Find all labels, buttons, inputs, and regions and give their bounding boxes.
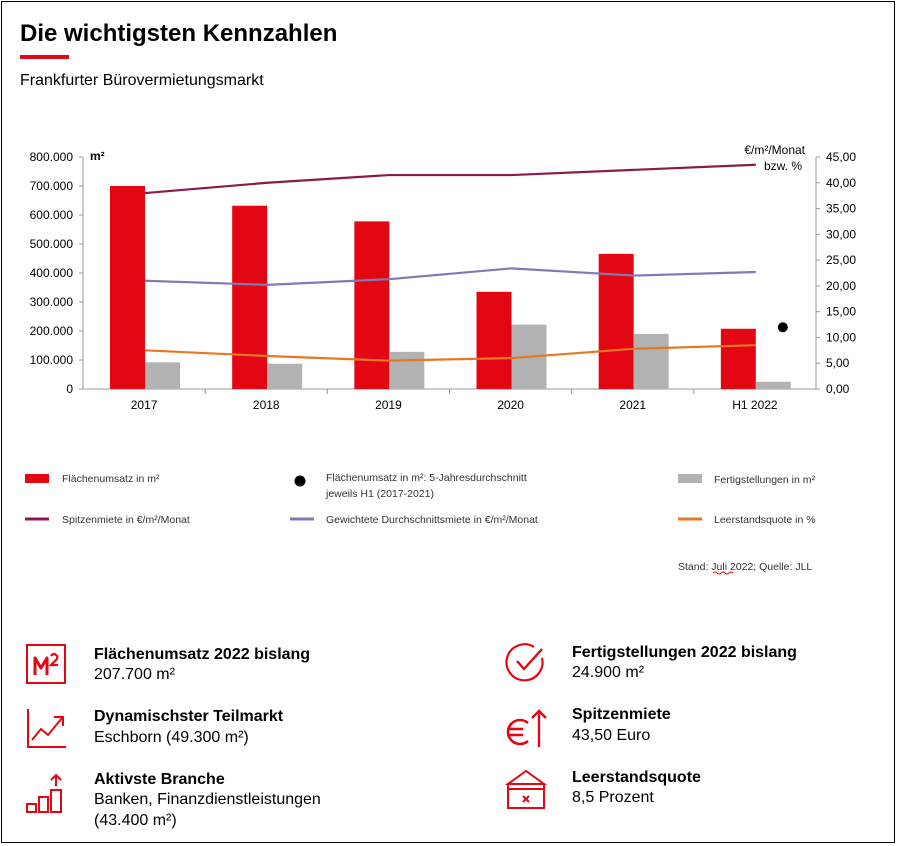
left-tick-label: 200.000 [30,324,74,338]
legend-label-avg-line2: jeweils H1 (2017-2021) [325,488,434,500]
legend-label-umsatz: Flächenumsatz in m² [62,473,160,485]
legend-label-fertig: Fertigstellungen in m² [714,474,815,486]
bar-flaechenumsatz [476,291,512,389]
chart-axes [79,156,820,394]
line-spitzenmiete [144,163,756,195]
line-durchschnittsmiete [144,267,756,286]
right-axis-unit-label-line2: bzw. % [764,159,802,173]
chart-lines [144,163,788,362]
bar-fertigstellungen [145,362,180,389]
legend-swatch-avg [294,475,306,487]
page-subtitle: Frankfurter Bürovermietungsmarkt [20,72,264,89]
right-tick-label: 0,00 [826,382,850,396]
legend-swatch-umsatz [25,474,49,483]
left-tick-label: 700.000 [30,179,74,193]
right-tick-label: 30,00 [826,227,856,241]
line-leerstandsquote [144,344,756,362]
bar-flaechenumsatz [720,328,756,389]
legend-label-avg-line1: Flächenumsatz in m²: 5-Jahresdurchschnit… [326,472,527,484]
bar-fertigstellungen [755,381,791,389]
m2-icon [26,644,66,684]
page-title: Die wichtigsten Kennzahlen [20,20,338,47]
bar-flaechenumsatz [598,253,634,389]
x-tick-label: 2020 [497,398,524,412]
kpi-value-branche-line2: (43.400 m²) [94,812,177,829]
x-tick-label: 2018 [253,398,280,412]
left-tick-label: 300.000 [30,295,74,309]
left-axis-unit-label: m² [90,149,105,163]
right-tick-label: 45,00 [826,150,856,164]
left-tick-label: 400.000 [30,266,74,280]
kpi-title-branche: Aktivste Branche [94,771,225,788]
bar-fertigstellungen [389,351,425,389]
left-tick-label: 800.000 [30,150,74,164]
left-tick-label: 500.000 [30,237,74,251]
chart-tick-labels: 0 100.000 200.000 300.000 400.000 500.000 600.… [30,150,857,412]
legend-swatch-fertig [678,474,702,483]
trend-up-chart-icon [27,709,66,748]
legend-label-leer: Leerstandsquote in % [714,514,816,526]
kpi-value-spitzenmiete: 43,50 Euro [572,727,651,744]
euro-up-arrow-icon [506,709,547,747]
x-tick-label: H1 2022 [732,398,778,412]
kpi-value-teilmarkt: Eschborn (49.300 m²) [94,729,249,746]
left-tick-label: 0 [66,382,73,396]
kpi-title-umsatz: Flächenumsatz 2022 bislang [94,646,311,663]
right-tick-label: 25,00 [826,253,856,267]
x-tick-label: 2019 [375,398,402,412]
left-tick-label: 600.000 [30,208,74,222]
spellcheck-underline [712,571,734,575]
chart-area: 0 100.000 200.000 300.000 400.000 500.000 600.… [25,143,857,575]
right-tick-label: 5,00 [826,356,850,370]
source-note: Stand: Juli 2022; Quelle: JLL [678,561,812,573]
x-tick-label: 2021 [619,398,646,412]
legend: Flächenumsatz in m² Flächenumsatz in m²:… [25,472,816,575]
bar-flaechenumsatz [110,186,145,389]
kpi-title-fertig: Fertigstellungen 2022 bislang [572,644,797,661]
right-tick-label: 40,00 [826,176,856,190]
title-accent-bar [20,55,69,59]
kpi-value-branche: Banken, Finanzdienstleistungen [94,791,321,808]
kpi-value-umsatz: 207.700 m² [94,666,175,683]
bar-fertigstellungen [633,333,669,389]
check-circle-icon [505,643,544,682]
right-tick-label: 20,00 [826,279,856,293]
empty-box-icon [504,769,548,809]
marker-5yr-average [777,322,788,333]
legend-label-spitze: Spitzenmiete in €/m²/Monat [62,514,190,526]
kpi-value-fertig: 24.900 m² [572,664,645,681]
legend-label-durchschnitt: Gewichtete Durchschnittsmiete in €/m²/Mo… [326,514,538,526]
right-tick-label: 10,00 [826,330,856,344]
left-tick-label: 100.000 [30,353,74,367]
right-axis-unit-label-line1: €/m²/Monat [744,143,805,157]
kpi-value-leerstand: 8,5 Prozent [572,789,654,806]
bar-fertigstellungen [267,363,303,389]
kpi-title-teilmarkt: Dynamischster Teilmarkt [94,708,284,725]
kpi-title-leerstand: Leerstandsquote [572,769,701,786]
kpi-title-spitzenmiete: Spitzenmiete [572,706,671,723]
right-tick-label: 35,00 [826,202,856,216]
x-tick-label: 2017 [131,398,158,412]
bar-flaechenumsatz [354,221,390,389]
right-tick-label: 15,00 [826,305,856,319]
bar-steps-up-icon [26,773,62,813]
bar-flaechenumsatz [232,205,268,389]
